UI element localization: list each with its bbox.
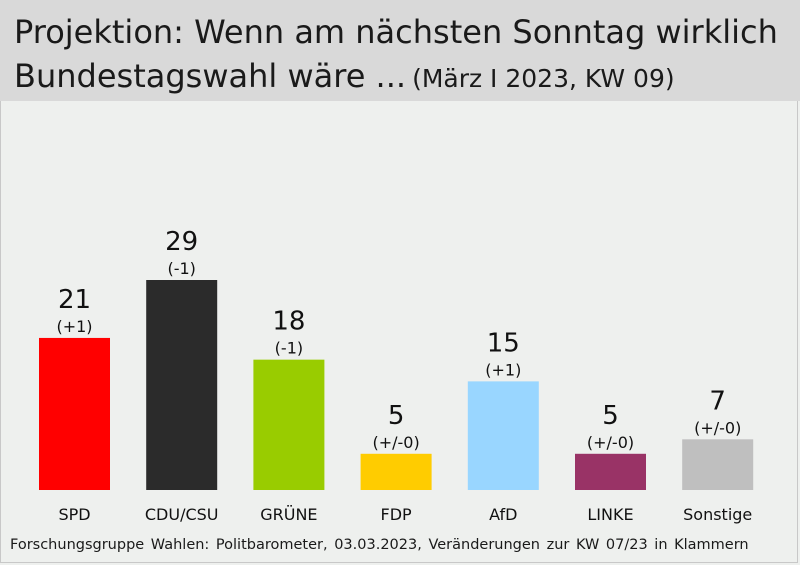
bar-sonstige bbox=[682, 439, 754, 490]
bar-gr-ne bbox=[253, 359, 325, 490]
chart-title-line-1: Projektion: Wenn am nächsten Sonntag wir… bbox=[14, 13, 778, 51]
source-footnote: Forschungsgruppe Wahlen: Politbarometer,… bbox=[10, 537, 749, 553]
chart-title-text: Bundestagswahl wäre ... bbox=[14, 57, 407, 95]
change-label: (-1) bbox=[167, 259, 195, 278]
category-label: Sonstige bbox=[683, 505, 752, 524]
change-label: (+/-0) bbox=[694, 418, 741, 437]
value-label: 5 bbox=[602, 401, 619, 431]
change-label: (+1) bbox=[56, 317, 92, 336]
bar-linke bbox=[575, 453, 646, 490]
change-label: (+/-0) bbox=[372, 433, 419, 452]
category-label: LINKE bbox=[587, 505, 633, 524]
category-label: AfD bbox=[489, 505, 517, 524]
value-label: 5 bbox=[388, 401, 405, 431]
chart-title-line-2: Bundestagswahl wäre ... (März I 2023, KW … bbox=[14, 58, 675, 97]
chart-header: Projektion: Wenn am nächsten Sonntag wir… bbox=[0, 0, 800, 101]
change-label: (-1) bbox=[275, 339, 303, 358]
change-label: (+/-0) bbox=[587, 433, 634, 452]
change-label: (+1) bbox=[485, 360, 521, 379]
value-label: 15 bbox=[487, 328, 520, 358]
value-label: 21 bbox=[58, 285, 91, 315]
value-label: 29 bbox=[165, 227, 198, 257]
bar-fdp bbox=[360, 453, 432, 490]
chart-subtitle: (März I 2023, KW 09) bbox=[412, 64, 675, 93]
value-label: 18 bbox=[272, 307, 305, 337]
category-label: CDU/CSU bbox=[145, 505, 219, 524]
bar-cdu-csu bbox=[146, 280, 218, 490]
value-label: 7 bbox=[709, 386, 726, 416]
bar-afd bbox=[467, 381, 539, 490]
category-label: GRÜNE bbox=[260, 505, 317, 524]
category-label: SPD bbox=[58, 505, 90, 524]
category-label: FDP bbox=[381, 505, 413, 524]
bar-spd bbox=[39, 337, 110, 490]
